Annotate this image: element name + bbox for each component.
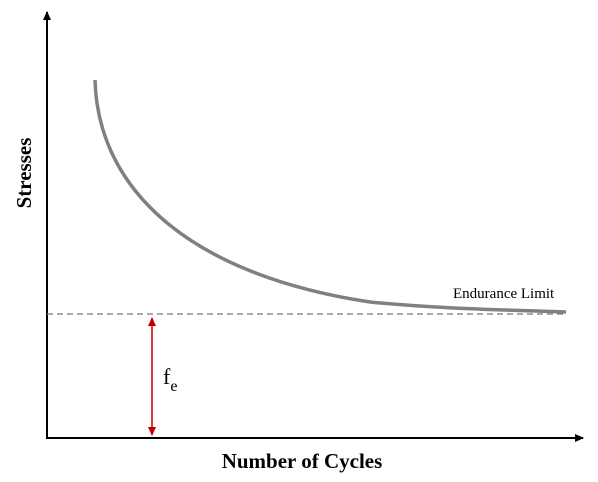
sn-curve [93, 79, 567, 314]
symbol: fe [163, 364, 177, 395]
x-label: Number of Cycles [222, 449, 383, 473]
endurance-label: Endurance Limit [453, 286, 555, 302]
symbol-subscript: e [170, 378, 177, 395]
symbol-main: f [163, 364, 171, 389]
y-label: Stresses [12, 138, 36, 209]
